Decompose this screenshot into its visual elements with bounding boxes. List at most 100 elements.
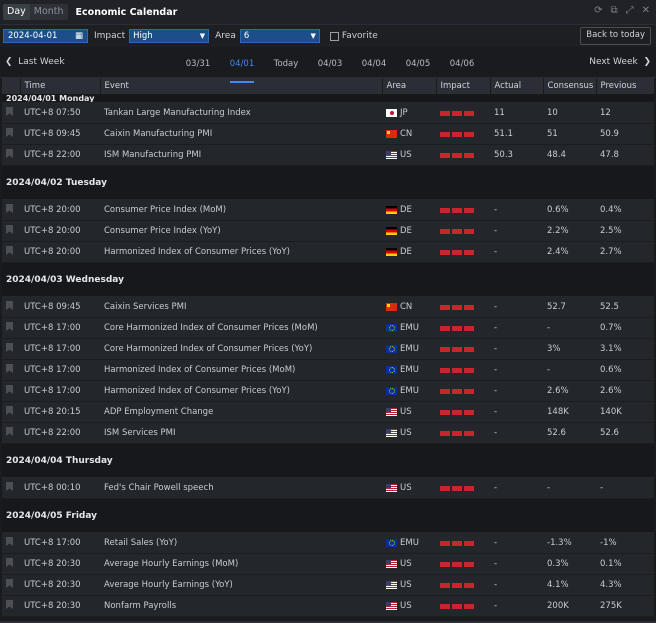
- table-row[interactable]: UTC+8 09:45 Caixin Services PMI CN -52.7 52.…: [2, 296, 654, 318]
- refresh-icon[interactable]: ⟳: [594, 5, 603, 16]
- table-row[interactable]: UTC+8 22:00 ISM Services PMI US -52.6 52.6: [2, 422, 654, 444]
- table-row[interactable]: UTC+8 00:10 Fed's Chair Powell speech US - -…: [2, 477, 654, 499]
- last-week-button[interactable]: ❮ Last Week: [5, 57, 65, 67]
- area-cell: CN: [382, 123, 436, 145]
- area-code: CN: [400, 129, 413, 139]
- column-header-area[interactable]: Area: [382, 78, 437, 94]
- impact-bars-icon: [440, 540, 490, 546]
- column-header-consensus[interactable]: Consensus: [543, 78, 597, 94]
- consensus-cell: 51: [543, 123, 596, 145]
- impact-cell: [436, 241, 490, 263]
- bookmark-icon[interactable]: [6, 322, 13, 331]
- event-cell: Caixin Services PMI: [100, 296, 382, 318]
- table-row[interactable]: UTC+8 22:00 ISM Manufacturing PMI US 50.3 48…: [2, 144, 654, 166]
- day-tab[interactable]: 04/05: [405, 59, 431, 69]
- day-tab[interactable]: Today: [273, 59, 299, 69]
- area-select[interactable]: 6 ▼: [239, 29, 320, 43]
- de-flag-icon: [386, 247, 397, 256]
- checkbox-icon[interactable]: [329, 31, 339, 41]
- day-tab[interactable]: 04/03: [317, 59, 343, 69]
- table-row[interactable]: UTC+8 20:00 Harmonized Index of Consumer …: [2, 241, 654, 263]
- consensus-cell: 4.1%: [543, 574, 596, 596]
- bookmark-icon[interactable]: [6, 600, 13, 609]
- impact-bars-icon: [440, 152, 490, 158]
- favorite-checkbox[interactable]: Favorite: [329, 31, 378, 41]
- back-to-today-button[interactable]: Back to today: [580, 27, 651, 45]
- bookmark-icon[interactable]: [6, 482, 13, 491]
- table-row[interactable]: UTC+8 17:00 Harmonized Index of Consumer …: [2, 380, 654, 402]
- column-header-event[interactable]: Event: [100, 78, 383, 94]
- filter-toolbar: 2024-04-01 ▦ Impact High ▼ Area 6 ▼ Favo…: [0, 25, 656, 47]
- day-tab[interactable]: 04/01: [220, 47, 264, 83]
- calendar-icon[interactable]: ▦: [74, 31, 83, 41]
- table-row[interactable]: UTC+8 20:30 Average Hourly Earnings (MoM)…: [2, 553, 654, 575]
- table-row[interactable]: UTC+8 20:15 ADP Employment Change US -148K 1…: [2, 401, 654, 423]
- impact-bar: [464, 582, 474, 588]
- table-row[interactable]: UTC+8 20:30 Nonfarm Payrolls US -200K 275K: [2, 595, 654, 617]
- bookmark-icon[interactable]: [6, 364, 13, 373]
- impact-cell: [436, 102, 490, 124]
- day-tab[interactable]: 03/31: [185, 59, 211, 69]
- day-tab[interactable]: 04/06: [449, 59, 475, 69]
- time-cell: UTC+8 17:00: [20, 317, 100, 339]
- area-cell: EMU: [382, 359, 436, 381]
- consensus-cell: 0.6%: [543, 199, 596, 221]
- bookmark-icon[interactable]: [6, 204, 13, 213]
- impact-select[interactable]: High ▼: [129, 29, 210, 43]
- detach-icon[interactable]: ⧉: [610, 5, 618, 16]
- chevron-down-icon: ▼: [199, 32, 206, 40]
- consensus-cell: 52.6: [543, 422, 596, 444]
- previous-cell: 50.9: [596, 123, 654, 145]
- day-tab[interactable]: 04/04: [361, 59, 387, 69]
- next-week-button[interactable]: Next Week ❯: [589, 57, 651, 67]
- bookmark-icon[interactable]: [6, 107, 13, 116]
- table-row[interactable]: UTC+8 20:00 Consumer Price Index (MoM) DE -…: [2, 199, 654, 221]
- table-row[interactable]: UTC+8 17:00 Core Harmonized Index of Cons…: [2, 317, 654, 339]
- impact-bar: [464, 325, 474, 331]
- column-header-actual[interactable]: Actual: [490, 78, 544, 94]
- impact-bar: [452, 603, 462, 609]
- bookmark-cell: [2, 380, 20, 402]
- date-group-header: 2024/04/01 Monday: [2, 94, 654, 103]
- month-tab[interactable]: Month: [33, 6, 64, 17]
- bookmark-icon[interactable]: [6, 246, 13, 255]
- column-header-time[interactable]: Time: [20, 78, 101, 94]
- date-picker[interactable]: 2024-04-01 ▦: [3, 29, 88, 43]
- table-row[interactable]: UTC+8 17:00 Core Harmonized Index of Cons…: [2, 338, 654, 360]
- bookmark-icon[interactable]: [6, 225, 13, 234]
- area-cell: CN: [382, 296, 436, 318]
- impact-bar: [440, 561, 450, 567]
- area-code: EMU: [400, 365, 419, 375]
- bookmark-icon[interactable]: [6, 149, 13, 158]
- bookmark-icon[interactable]: [6, 427, 13, 436]
- column-header-impact[interactable]: Impact: [436, 78, 491, 94]
- time-cell: UTC+8 20:15: [20, 401, 100, 423]
- column-header-previous[interactable]: Previous: [596, 78, 655, 94]
- bookmark-icon[interactable]: [6, 343, 13, 352]
- area-code: US: [400, 483, 412, 493]
- consensus-cell: 2.6%: [543, 380, 596, 402]
- table-row[interactable]: UTC+8 20:30 Average Hourly Earnings (YoY)…: [2, 574, 654, 596]
- table-row[interactable]: UTC+8 07:50 Tankan Large Manufacturing In…: [2, 102, 654, 124]
- cn-flag-icon: [386, 129, 397, 138]
- impact-bar: [440, 207, 450, 213]
- table-row[interactable]: UTC+8 09:45 Caixin Manufacturing PMI CN 51.…: [2, 123, 654, 145]
- table-row[interactable]: UTC+8 20:00 Consumer Price Index (YoY) DE -…: [2, 220, 654, 242]
- bookmark-icon[interactable]: [6, 558, 13, 567]
- area-cell: US: [382, 144, 436, 166]
- day-tab[interactable]: Day: [3, 4, 30, 20]
- expand-icon[interactable]: ⤢: [625, 5, 634, 16]
- bookmark-icon[interactable]: [6, 579, 13, 588]
- impact-bar: [440, 603, 450, 609]
- bookmark-icon[interactable]: [6, 385, 13, 394]
- consensus-cell: 0.3%: [543, 553, 596, 575]
- close-icon[interactable]: ✕: [641, 5, 650, 16]
- bookmark-icon[interactable]: [6, 406, 13, 415]
- bookmark-icon[interactable]: [6, 537, 13, 546]
- table-row[interactable]: UTC+8 17:00 Harmonized Index of Consumer …: [2, 359, 654, 381]
- area-cell: DE: [382, 199, 436, 221]
- bookmark-icon[interactable]: [6, 301, 13, 310]
- table-row[interactable]: UTC+8 17:00 Retail Sales (YoY) EMU - -1.3% -1…: [2, 532, 654, 554]
- bookmark-icon[interactable]: [6, 128, 13, 137]
- chevron-down-icon: ▼: [310, 32, 316, 40]
